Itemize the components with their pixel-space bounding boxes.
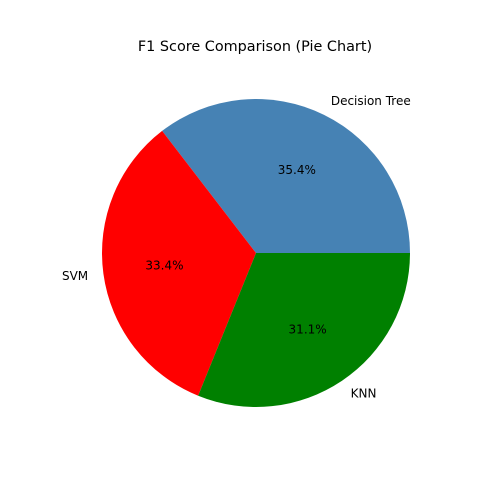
pie-slices	[102, 99, 410, 407]
slice-percent-svm: 33.4%	[145, 258, 183, 272]
slice-label-decision-tree: Decision Tree	[331, 94, 411, 108]
chart-title: F1 Score Comparison (Pie Chart)	[138, 39, 372, 55]
slice-label-svm: SVM	[62, 269, 88, 283]
slice-label-knn: KNN	[351, 387, 377, 401]
slice-percent-decision-tree: 35.4%	[278, 163, 316, 177]
slice-percent-knn: 31.1%	[289, 323, 327, 337]
